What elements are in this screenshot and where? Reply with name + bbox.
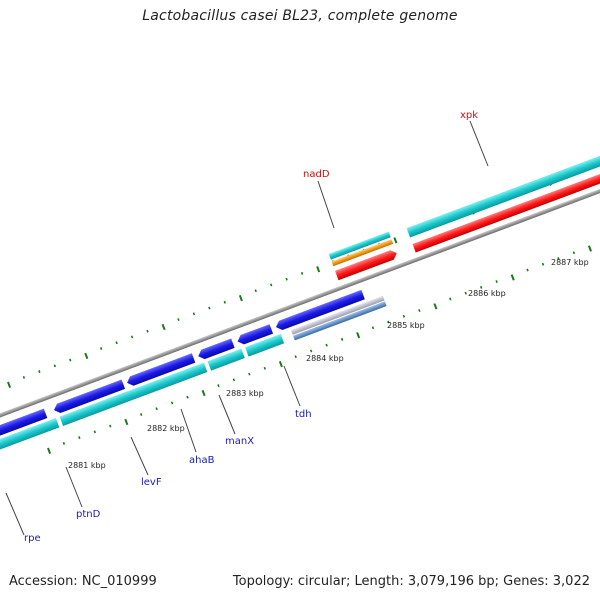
minor-tick (418, 309, 421, 312)
minor-tick (192, 312, 196, 316)
topology-summary: Topology: circular; Length: 3,079,196 bp… (232, 574, 590, 589)
major-tick (161, 323, 166, 331)
major-tick (278, 360, 283, 368)
minor-tick (53, 364, 56, 368)
minor-tick (232, 378, 236, 382)
minor-tick (495, 280, 498, 284)
minor-tick (464, 291, 467, 295)
map-title: Lactobacillus casei BL23, complete genom… (142, 8, 458, 24)
gene-label-rpe[interactable]: rpe (24, 533, 41, 544)
feature-cyan-reverse-d[interactable] (245, 333, 285, 357)
minor-tick (177, 318, 180, 322)
minor-tick (269, 283, 273, 287)
gene-label-levF[interactable]: levF (141, 477, 162, 488)
cds-reverse-ptnD[interactable] (52, 379, 126, 415)
minor-tick (22, 375, 26, 379)
minor-tick (115, 341, 118, 345)
minor-tick (340, 337, 344, 341)
major-tick (356, 332, 361, 339)
cds-forward-nadD[interactable] (335, 248, 398, 281)
minor-tick (309, 349, 313, 353)
minor-tick (186, 395, 189, 399)
major-tick (201, 389, 206, 397)
minor-tick (402, 314, 406, 318)
minor-tick (217, 384, 220, 388)
major-tick (124, 418, 129, 426)
feature-cyan-nadD[interactable] (328, 231, 391, 260)
tick-label-2884: 2884 kbp (306, 354, 344, 363)
major-tick (7, 381, 12, 388)
accession-label: Accession: NC_010999 (9, 574, 157, 589)
minor-tick (294, 355, 297, 359)
tick-label-2885: 2885 kbp (387, 321, 425, 330)
minor-tick (285, 277, 288, 281)
tick-label-2883: 2883 kbp (226, 389, 264, 398)
tick-label-2887: 2887 kbp (551, 258, 589, 267)
minor-tick (223, 300, 226, 304)
minor-tick (557, 257, 560, 260)
gene-label-manX[interactable]: manX (225, 436, 254, 447)
minor-tick (38, 370, 41, 374)
tick-label-2882: 2882 kbp (147, 424, 185, 433)
major-tick (587, 245, 592, 252)
feature-cyan-reverse-b[interactable] (59, 362, 208, 426)
minor-tick (99, 347, 103, 350)
label-leader-lines (5, 120, 489, 536)
minor-tick (248, 372, 251, 376)
major-tick (47, 447, 52, 454)
minor-tick (155, 407, 158, 411)
minor-tick (541, 262, 545, 266)
minor-tick (325, 343, 328, 347)
gene-label-tdh[interactable]: tdh (295, 409, 312, 420)
minor-tick (263, 366, 266, 370)
minor-tick (69, 358, 72, 362)
minor-tick (387, 320, 390, 324)
minor-tick (78, 436, 81, 440)
feature-cyan-xpk[interactable] (406, 147, 600, 238)
minor-tick (208, 306, 211, 310)
major-tick (84, 352, 89, 360)
gene-label-ptnD[interactable]: ptnD (76, 509, 101, 520)
feature-cyan-reverse-c[interactable] (207, 348, 245, 371)
minor-tick (93, 430, 96, 434)
feature-steel-tdh[interactable] (293, 301, 387, 341)
genome-backbone (0, 167, 600, 438)
minor-tick (254, 289, 257, 293)
cds-reverse-manX[interactable] (236, 324, 274, 346)
minor-tick (479, 285, 483, 289)
rna-feature-orange[interactable] (331, 239, 394, 267)
minor-tick (170, 401, 174, 405)
minor-tick (146, 329, 149, 333)
major-tick (238, 294, 243, 302)
gene-label-nadD[interactable]: nadD (303, 169, 330, 180)
cds-forward-xpk-segment[interactable] (412, 163, 600, 253)
cds-reverse-rpe[interactable] (0, 408, 48, 447)
feature-cyan-reverse-a[interactable] (0, 417, 60, 459)
inner-tick-marks (47, 245, 592, 454)
minor-tick (109, 424, 112, 428)
major-tick (510, 274, 515, 281)
tick-label-2886: 2886 kbp (468, 289, 506, 298)
minor-tick (449, 297, 452, 301)
minor-tick (62, 441, 66, 445)
minor-tick (300, 271, 304, 275)
cds-reverse-tdh[interactable] (274, 289, 365, 332)
minor-tick (572, 251, 576, 255)
gene-label-ahaB[interactable]: ahaB (189, 455, 215, 466)
cds-reverse-ahaB[interactable] (196, 338, 235, 361)
feature-gray-tdh[interactable] (290, 295, 385, 335)
major-tick (433, 303, 438, 310)
minor-tick (371, 326, 375, 330)
cds-reverse-levF[interactable] (125, 353, 196, 387)
major-tick (393, 237, 398, 244)
minor-tick (526, 268, 529, 272)
major-tick (316, 266, 321, 273)
minor-tick (139, 413, 143, 416)
gene-label-xpk[interactable]: xpk (460, 110, 478, 121)
tick-label-2881: 2881 kbp (68, 461, 106, 470)
minor-tick (130, 335, 134, 339)
